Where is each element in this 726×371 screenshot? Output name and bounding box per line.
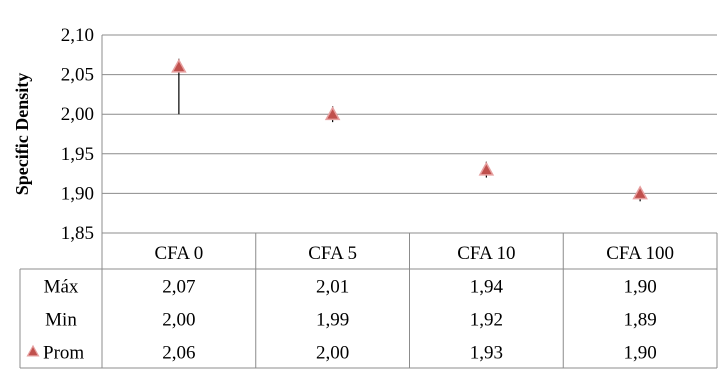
legend-triangle-icon [26,344,40,357]
category-label: CFA 100 [606,243,674,264]
table-cell: 1,89 [624,310,657,331]
prom-marker [171,58,187,73]
min-max-whiskers [178,58,641,202]
grid [101,34,717,234]
prom-marker [324,106,341,121]
y-tick-label: 1,95 [61,144,94,165]
table-cell: 2,07 [162,277,195,298]
table-cell: 1,99 [316,310,349,331]
prom-marker [478,161,495,176]
category-label: CFA 0 [154,243,203,264]
y-tick-label: 1,90 [61,183,94,204]
y-tick-labels: 1,85 1,90 1,95 2,00 2,05 2,10 [61,25,94,244]
table-cell: 2,01 [316,277,349,298]
y-tick-label: 1,85 [61,223,94,244]
table-cell: 1,90 [624,277,657,298]
series-name: Min [45,310,77,331]
table-cell: 1,92 [470,310,503,331]
y-tick-label: 2,00 [61,104,94,125]
data-table: CFA 0 CFA 5 CFA 10 CFA 100 Máx 2,07 2,01 1,94 1,… [19,233,718,369]
y-tick-label: 2,05 [61,65,94,86]
prom-marker [632,185,648,200]
prom-markers [171,58,648,200]
table-cell: 2,06 [162,343,195,364]
category-label: CFA 10 [457,243,515,264]
table-cell: 2,00 [316,343,349,364]
y-tick-label: 2,10 [61,25,94,46]
y-axis-label: Specific Density [12,73,32,195]
category-label: CFA 5 [308,243,357,264]
series-name: Máx [44,277,79,298]
series-name: Prom [43,343,84,364]
table-cell: 1,93 [470,343,503,364]
table-cell: 1,90 [624,343,657,364]
table-cell: 2,00 [162,310,195,331]
table-cell: 1,94 [470,277,504,298]
